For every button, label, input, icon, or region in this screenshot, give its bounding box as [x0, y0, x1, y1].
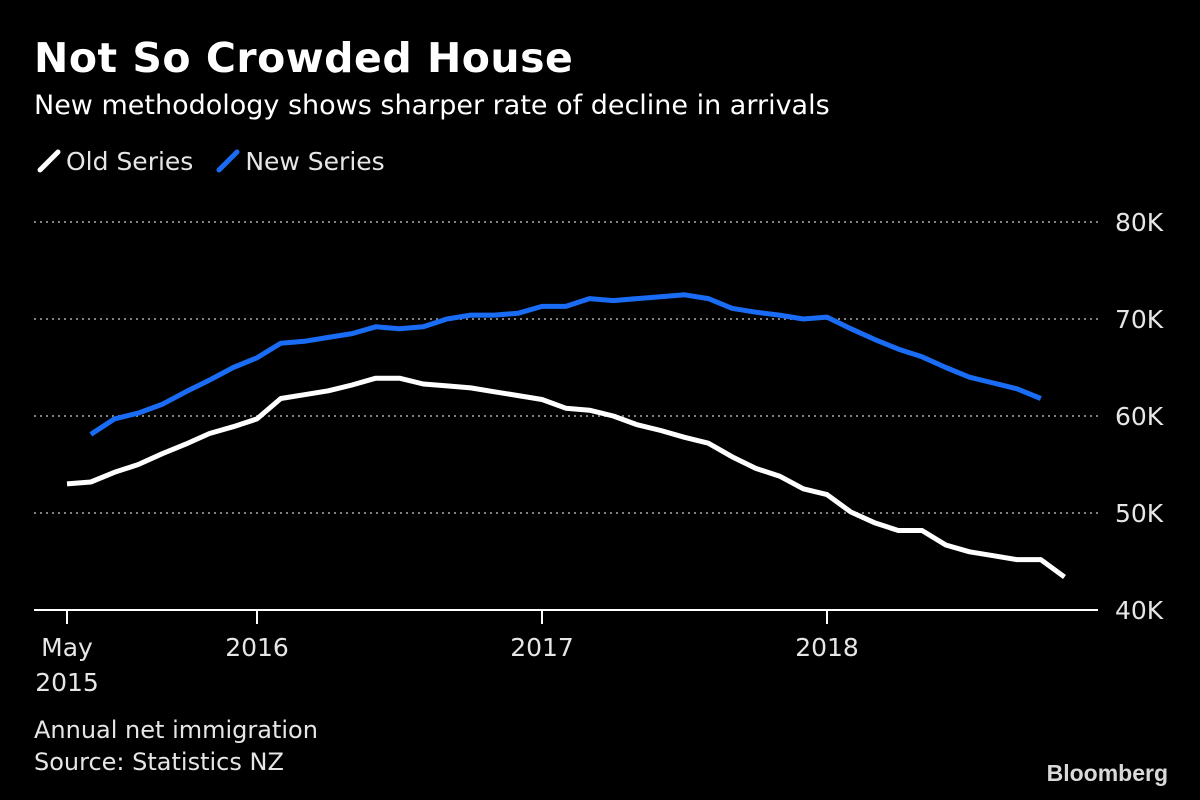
- legend-swatch-new-series: [216, 149, 240, 173]
- legend-label-new-series: New Series: [245, 146, 385, 176]
- footnote-source: Source: Statistics NZ: [34, 748, 284, 776]
- x-tick-label: 2018: [795, 633, 859, 662]
- legend-label-old-series: Old Series: [66, 146, 194, 176]
- y-tick-label: 80K: [1115, 208, 1164, 237]
- bloomberg-logo: Bloomberg: [1046, 760, 1168, 786]
- y-tick-label: 60K: [1115, 402, 1164, 431]
- legend-item-new-series: New Series: [213, 146, 385, 176]
- footnote-measure: Annual net immigration: [34, 716, 318, 744]
- chart-subtitle: New methodology shows sharper rate of de…: [34, 90, 830, 121]
- legend: Old Series New Series: [34, 145, 405, 177]
- series-line-new-series: [89, 292, 1042, 437]
- y-tick-label: 40K: [1115, 596, 1164, 625]
- legend-swatch-old-series: [37, 149, 61, 173]
- x-tick-label: 2017: [510, 633, 574, 662]
- series-line-old-series: [66, 375, 1066, 580]
- legend-item-old-series: Old Series: [34, 146, 193, 176]
- x-tick-label: 2015: [35, 668, 99, 697]
- x-tick-label: May: [41, 633, 93, 662]
- y-tick-label: 50K: [1115, 499, 1164, 528]
- legend-line-new-series: [216, 149, 240, 173]
- legend-line-old-series: [37, 149, 61, 173]
- chart-title: Not So Crowded House: [34, 34, 574, 82]
- y-tick-label: 70K: [1115, 305, 1164, 334]
- x-tick-label: 2016: [225, 633, 289, 662]
